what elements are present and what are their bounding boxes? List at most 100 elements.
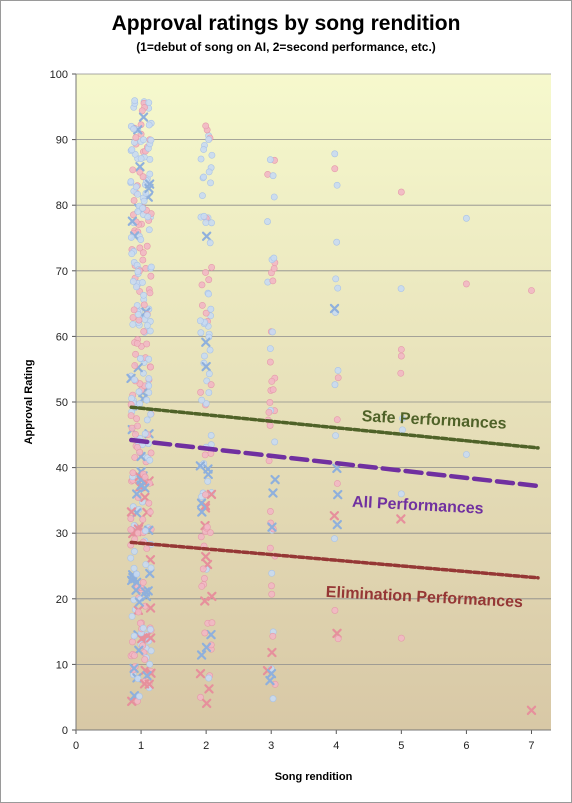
data-point: [129, 166, 137, 174]
data-point: [143, 311, 151, 319]
data-point-cross: [203, 464, 213, 474]
data-point: [206, 239, 214, 247]
data-point-cross: [195, 461, 206, 471]
data-point-cross: [131, 585, 141, 595]
data-point: [143, 416, 151, 424]
data-point: [269, 277, 277, 285]
data-point: [134, 675, 142, 683]
x-tick-label: 1: [138, 740, 144, 752]
data-point: [331, 381, 339, 389]
data-point: [146, 170, 154, 178]
data-point: [197, 388, 204, 396]
data-point: [269, 172, 277, 180]
data-point: [202, 309, 210, 317]
y-tick-label: 60: [56, 331, 68, 343]
data-point: [132, 350, 139, 358]
data-point: [127, 412, 135, 420]
data-point: [463, 280, 470, 288]
data-point: [130, 197, 138, 204]
data-point: [143, 242, 151, 250]
trendline: [129, 437, 541, 489]
data-point: [200, 173, 208, 181]
data-point: [130, 632, 138, 640]
y-tick-label: 40: [56, 463, 68, 475]
x-tick-label: 6: [463, 740, 469, 752]
data-point: [145, 99, 153, 107]
data-point: [397, 188, 405, 196]
data-point: [130, 548, 138, 555]
data-point: [205, 290, 212, 298]
data-point: [147, 647, 155, 655]
data-point: [266, 544, 274, 552]
data-point: [266, 422, 274, 429]
x-axis-title: Song rendition: [275, 771, 353, 783]
data-point-cross: [329, 511, 340, 521]
data-point: [131, 454, 139, 461]
data-point: [147, 263, 155, 271]
data-point: [129, 469, 137, 477]
data-point-cross: [268, 488, 278, 498]
data-point: [131, 97, 139, 105]
data-point: [397, 285, 405, 293]
data-point: [206, 346, 214, 354]
data-point: [143, 340, 151, 348]
data-point: [266, 345, 274, 353]
data-point: [145, 226, 153, 234]
data-point: [134, 208, 142, 215]
grid-lines: [76, 73, 551, 665]
data-point: [200, 146, 208, 153]
data-point: [269, 632, 277, 640]
data-point: [145, 382, 153, 390]
data-point: [269, 695, 277, 703]
data-point: [139, 256, 147, 264]
data-point: [146, 660, 154, 668]
data-point: [129, 320, 137, 328]
trend-label: All Performances: [352, 494, 484, 518]
data-point: [265, 408, 273, 416]
data-point: [128, 395, 135, 402]
data-point: [139, 173, 147, 181]
data-point: [198, 396, 206, 404]
data-point: [137, 155, 145, 162]
data-point: [127, 515, 135, 522]
data-point: [270, 265, 278, 272]
data-point: [331, 535, 338, 543]
data-point: [197, 155, 205, 163]
data-point: [143, 545, 151, 552]
data-point: [136, 244, 144, 252]
data-point: [333, 238, 341, 246]
chart-subtitle: (1=debut of song on AI, 2=second perform…: [136, 40, 436, 54]
data-point: [129, 314, 137, 321]
data-point-cross: [267, 647, 277, 658]
data-point-cross: [201, 231, 212, 242]
data-point: [131, 376, 138, 384]
data-point: [127, 234, 135, 241]
y-tick-label: 10: [56, 659, 68, 671]
data-point: [208, 219, 215, 227]
data-point-cross: [138, 112, 149, 122]
data-point: [399, 426, 406, 434]
data-point: [331, 607, 339, 614]
data-point: [268, 582, 275, 590]
data-point: [266, 156, 274, 164]
data-point-cross: [201, 642, 212, 653]
data-point: [129, 638, 136, 646]
data-point: [205, 276, 213, 284]
data-point-cross: [329, 303, 340, 314]
data-point: [331, 150, 339, 158]
data-point-cross: [137, 633, 147, 644]
data-point: [145, 389, 153, 396]
y-tick-label: 50: [56, 397, 68, 409]
data-point-cross: [396, 514, 406, 524]
data-point-cross: [134, 645, 144, 655]
data-point: [266, 358, 274, 366]
data-point: [196, 317, 204, 325]
data-point-cross: [144, 679, 154, 689]
data-point: [145, 499, 153, 507]
data-point: [206, 529, 214, 537]
data-point: [139, 204, 147, 212]
data-point: [140, 291, 147, 299]
data-point-cross: [196, 498, 207, 508]
data-point: [269, 386, 277, 394]
data-point: [332, 275, 340, 283]
